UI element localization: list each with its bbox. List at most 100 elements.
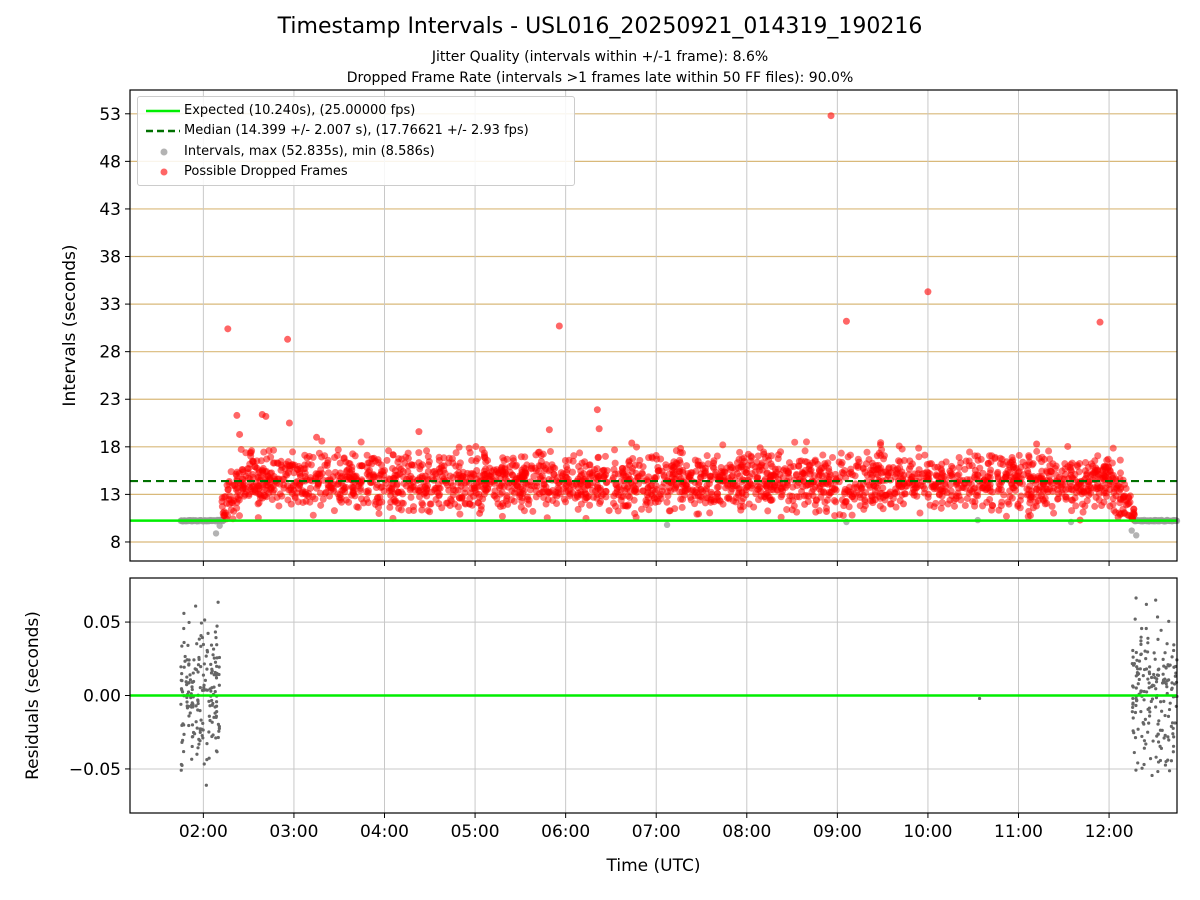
residual-point xyxy=(1158,758,1163,763)
dropped-frame-point xyxy=(645,506,653,514)
residual-point xyxy=(205,758,209,762)
dropped-frame-point xyxy=(321,461,329,469)
residual-point xyxy=(191,730,196,735)
dropped-frame-point xyxy=(456,510,464,518)
dropped-frame-point xyxy=(971,471,979,479)
dropped-frame-point xyxy=(521,453,529,461)
residual-point xyxy=(200,635,205,640)
dropped-frame-point xyxy=(753,474,761,482)
dropped-frame-point xyxy=(577,467,585,475)
residual-point xyxy=(182,732,186,736)
residual-point xyxy=(1172,648,1176,653)
residual-point xyxy=(212,715,216,719)
dropped-frame-point xyxy=(249,470,257,478)
residual-point xyxy=(194,704,198,708)
residual-point xyxy=(1148,757,1153,761)
dropped-frame-point xyxy=(351,452,359,460)
dropped-frame-point xyxy=(651,488,659,496)
dropped-frame-point xyxy=(858,485,866,493)
residual-point xyxy=(1161,657,1165,661)
dropped-frame-point xyxy=(628,439,636,447)
dropped-frame-point xyxy=(407,493,415,501)
dropped-frame-point xyxy=(868,459,876,467)
residual-point xyxy=(1142,762,1146,767)
dropped-frame-point xyxy=(220,493,228,501)
dropped-frame-point xyxy=(482,487,490,495)
dropped-frame-point xyxy=(748,481,756,489)
dropped-frame-point xyxy=(248,447,256,455)
dropped-frame-point xyxy=(789,483,797,491)
dropped-frame-point xyxy=(319,495,327,503)
dropped-frame-point xyxy=(1033,447,1041,455)
residual-point xyxy=(198,708,202,713)
dropped-frame-point xyxy=(691,500,699,508)
dropped-frame-point xyxy=(418,499,426,507)
dropped-frame-point xyxy=(589,493,597,501)
residual-point xyxy=(1144,657,1148,661)
residual-point xyxy=(215,656,219,660)
residual-point xyxy=(214,700,219,704)
dropped-frame-point xyxy=(1092,468,1100,476)
residual-point xyxy=(201,642,206,647)
residual-point xyxy=(1154,755,1158,759)
dropped-frame-point xyxy=(416,474,424,482)
residual-point xyxy=(1131,716,1135,720)
dropped-frame-point xyxy=(710,457,718,465)
legend-item-intervals: Intervals, max (52.835s), min (8.586s) xyxy=(138,142,574,162)
dropped-frame-point xyxy=(435,500,443,508)
dropped-frame-point xyxy=(676,459,684,467)
dropped-frame-point xyxy=(1066,463,1074,471)
dropped-frame-point xyxy=(1002,512,1010,520)
residual-point xyxy=(189,705,194,709)
dropped-frame-point xyxy=(942,458,950,466)
dropped-frame-point xyxy=(638,505,646,513)
residual-point xyxy=(182,665,186,669)
residual-point xyxy=(1166,735,1170,739)
dropped-frame-point xyxy=(725,495,733,503)
dropped-frame-point xyxy=(829,453,837,461)
dropped-frame-point xyxy=(893,469,901,477)
dropped-frame-point xyxy=(663,498,671,506)
residual-point xyxy=(1147,714,1152,718)
residual-point xyxy=(187,714,191,718)
residual-point xyxy=(1133,710,1138,715)
residual-point xyxy=(186,681,190,685)
y-tick-label: 33 xyxy=(99,295,121,315)
dropped-frame-point xyxy=(432,474,440,482)
residual-point xyxy=(205,650,210,654)
dropped-frame-point xyxy=(1092,493,1100,501)
dropped-frame-point xyxy=(982,486,990,494)
dropped-frame-point xyxy=(1116,456,1124,464)
dropped-frame-point xyxy=(1087,460,1095,468)
dropped-frame-point xyxy=(831,512,839,520)
dropped-frame-point xyxy=(556,490,564,498)
dropped-frame-point xyxy=(625,458,633,466)
dropped-frame-point xyxy=(550,470,558,478)
dropped-frame-point xyxy=(1085,478,1093,486)
residual-point xyxy=(1146,636,1150,640)
legend-expected-swatch xyxy=(146,109,180,113)
y-tick-label: 18 xyxy=(99,438,121,458)
y-axis-label: Residuals (seconds) xyxy=(23,611,43,780)
residual-point xyxy=(216,735,220,740)
dropped-frame-point xyxy=(1033,440,1041,448)
dropped-frame-point xyxy=(644,488,652,496)
residual-point xyxy=(1130,710,1134,714)
dropped-frame-point xyxy=(1079,508,1087,516)
residual-point xyxy=(1156,769,1160,774)
dropped-frame-point xyxy=(861,498,869,506)
dropped-frame-point xyxy=(234,495,242,503)
dropped-frame-point xyxy=(745,500,753,508)
residual-point xyxy=(1165,642,1169,646)
residual-point xyxy=(1159,700,1163,704)
dropped-frame-point xyxy=(805,481,813,489)
dropped-frame-point xyxy=(447,497,455,505)
dropped-frame-point xyxy=(251,463,259,471)
residual-point xyxy=(1161,672,1165,676)
dropped-frame-point xyxy=(317,501,325,509)
dropped-frame-point xyxy=(236,512,244,520)
dropped-frame-point xyxy=(738,497,746,505)
dropped-frame-point xyxy=(263,486,271,494)
residual-point xyxy=(1153,657,1157,661)
residual-point xyxy=(1142,722,1146,726)
